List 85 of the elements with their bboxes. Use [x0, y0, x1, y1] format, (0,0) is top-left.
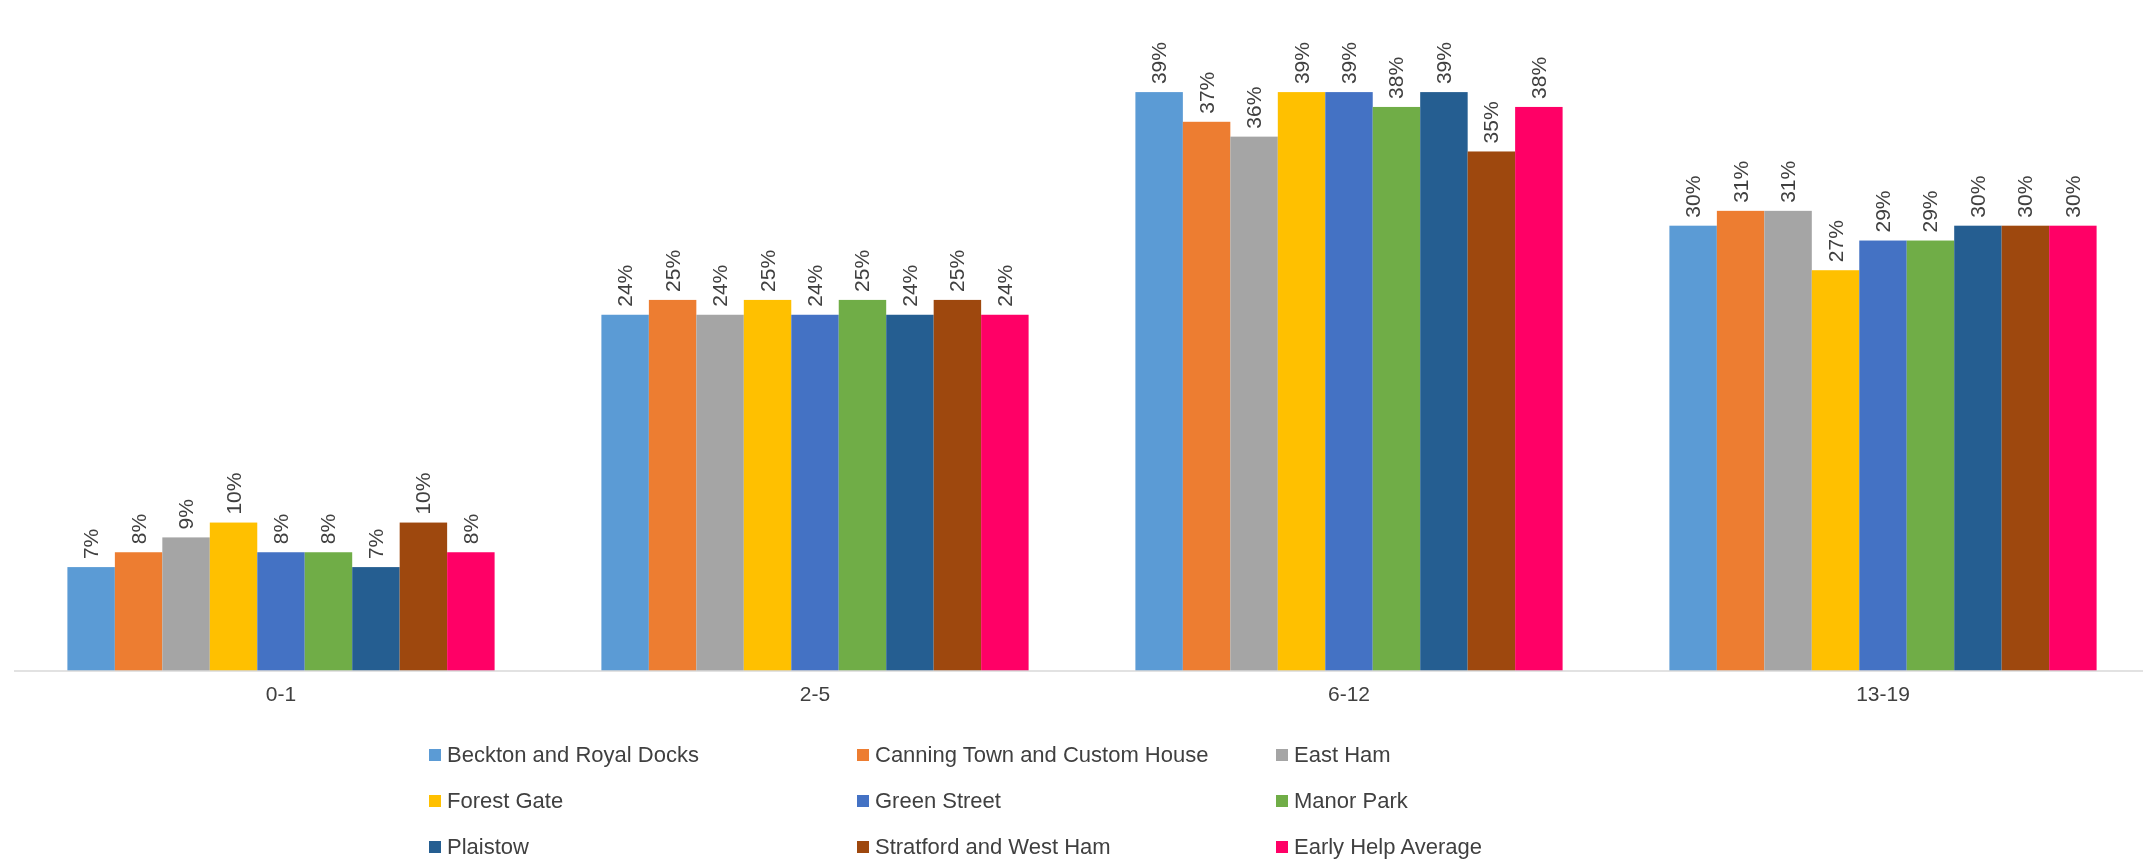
data-label: 37%	[1194, 71, 1218, 114]
data-label: 39%	[1337, 42, 1360, 85]
bar	[696, 314, 744, 671]
data-label: 36%	[1242, 86, 1266, 129]
data-label: 25%	[945, 249, 969, 292]
bar	[601, 314, 649, 671]
data-label: 24%	[897, 264, 921, 307]
bar	[2001, 225, 2050, 671]
data-label: 10%	[411, 472, 435, 515]
x-tick-label: 6-12	[1327, 682, 1371, 705]
data-label: 31%	[1728, 160, 1752, 203]
legend-label: Forest Gate	[447, 787, 564, 813]
data-label: 39%	[1289, 42, 1313, 85]
data-label: 10%	[221, 472, 245, 515]
data-label: 30%	[2060, 175, 2084, 218]
bar	[1716, 210, 1765, 671]
data-label: 8%	[126, 513, 150, 545]
bar	[2049, 225, 2097, 671]
bar	[1811, 270, 1860, 671]
data-label: 31%	[1776, 160, 1800, 203]
legend-label: Plaistow	[447, 833, 530, 859]
bar	[162, 537, 210, 671]
bar	[257, 552, 305, 671]
data-label: 39%	[1147, 42, 1171, 85]
bar	[1372, 106, 1421, 671]
data-label: 7%	[79, 528, 103, 560]
bar	[743, 299, 792, 671]
data-label: 35%	[1479, 101, 1503, 144]
bar	[1669, 225, 1717, 671]
legend-label: Canning Town and Custom House	[875, 741, 1209, 767]
bar	[886, 314, 934, 671]
data-label: 8%	[316, 513, 340, 545]
bar	[447, 552, 495, 671]
x-tick-label: 13-19	[1856, 682, 1910, 705]
legend-label: Stratford and West Ham	[875, 833, 1111, 859]
data-label: 25%	[850, 249, 874, 292]
legend-label: Early Help Average	[1294, 833, 1482, 859]
data-label: 25%	[755, 249, 779, 292]
bar	[1954, 225, 2002, 671]
bar	[1420, 92, 1468, 671]
bar	[648, 299, 697, 671]
bar	[933, 299, 982, 671]
data-label: 24%	[803, 264, 826, 307]
bar	[1230, 136, 1278, 671]
data-label: 38%	[1384, 56, 1408, 99]
data-label: 9%	[174, 499, 198, 530]
bar	[304, 552, 353, 671]
data-label: 24%	[708, 264, 732, 307]
bar	[1325, 92, 1373, 671]
data-label: 30%	[1965, 175, 1989, 218]
bar	[1277, 92, 1326, 671]
bar	[1467, 151, 1516, 671]
data-label: 29%	[1918, 190, 1942, 233]
data-label: 8%	[458, 513, 482, 545]
data-label: 29%	[1871, 190, 1894, 233]
bar	[1135, 92, 1183, 671]
data-label: 24%	[992, 264, 1016, 307]
bar	[1906, 240, 1955, 671]
bar	[1764, 210, 1812, 671]
data-label: 39%	[1431, 42, 1455, 85]
data-label: 8%	[269, 513, 292, 545]
legend-label: Beckton and Royal Docks	[447, 741, 699, 767]
bar	[209, 522, 258, 671]
data-label: 30%	[1681, 175, 1705, 218]
data-label: 38%	[1526, 56, 1550, 99]
legend-label: Green Street	[875, 787, 1001, 813]
data-label: 24%	[613, 264, 637, 307]
bar	[399, 522, 448, 671]
bar	[67, 567, 115, 671]
bar	[114, 552, 163, 671]
legend-label: East Ham	[1294, 741, 1391, 767]
data-label: 7%	[363, 528, 387, 560]
bar	[838, 299, 887, 671]
data-label: 30%	[2013, 175, 2037, 218]
data-label: 25%	[660, 249, 684, 292]
x-tick-label: 2-5	[799, 682, 831, 705]
bar	[1515, 106, 1563, 671]
bar	[1182, 121, 1231, 671]
bar	[1859, 240, 1907, 671]
data-label: 27%	[1823, 220, 1847, 263]
bar	[981, 314, 1029, 671]
legend-label: Manor Park	[1294, 787, 1409, 813]
bar	[352, 567, 400, 671]
bar	[791, 314, 839, 671]
x-tick-label: 0-1	[265, 682, 297, 705]
